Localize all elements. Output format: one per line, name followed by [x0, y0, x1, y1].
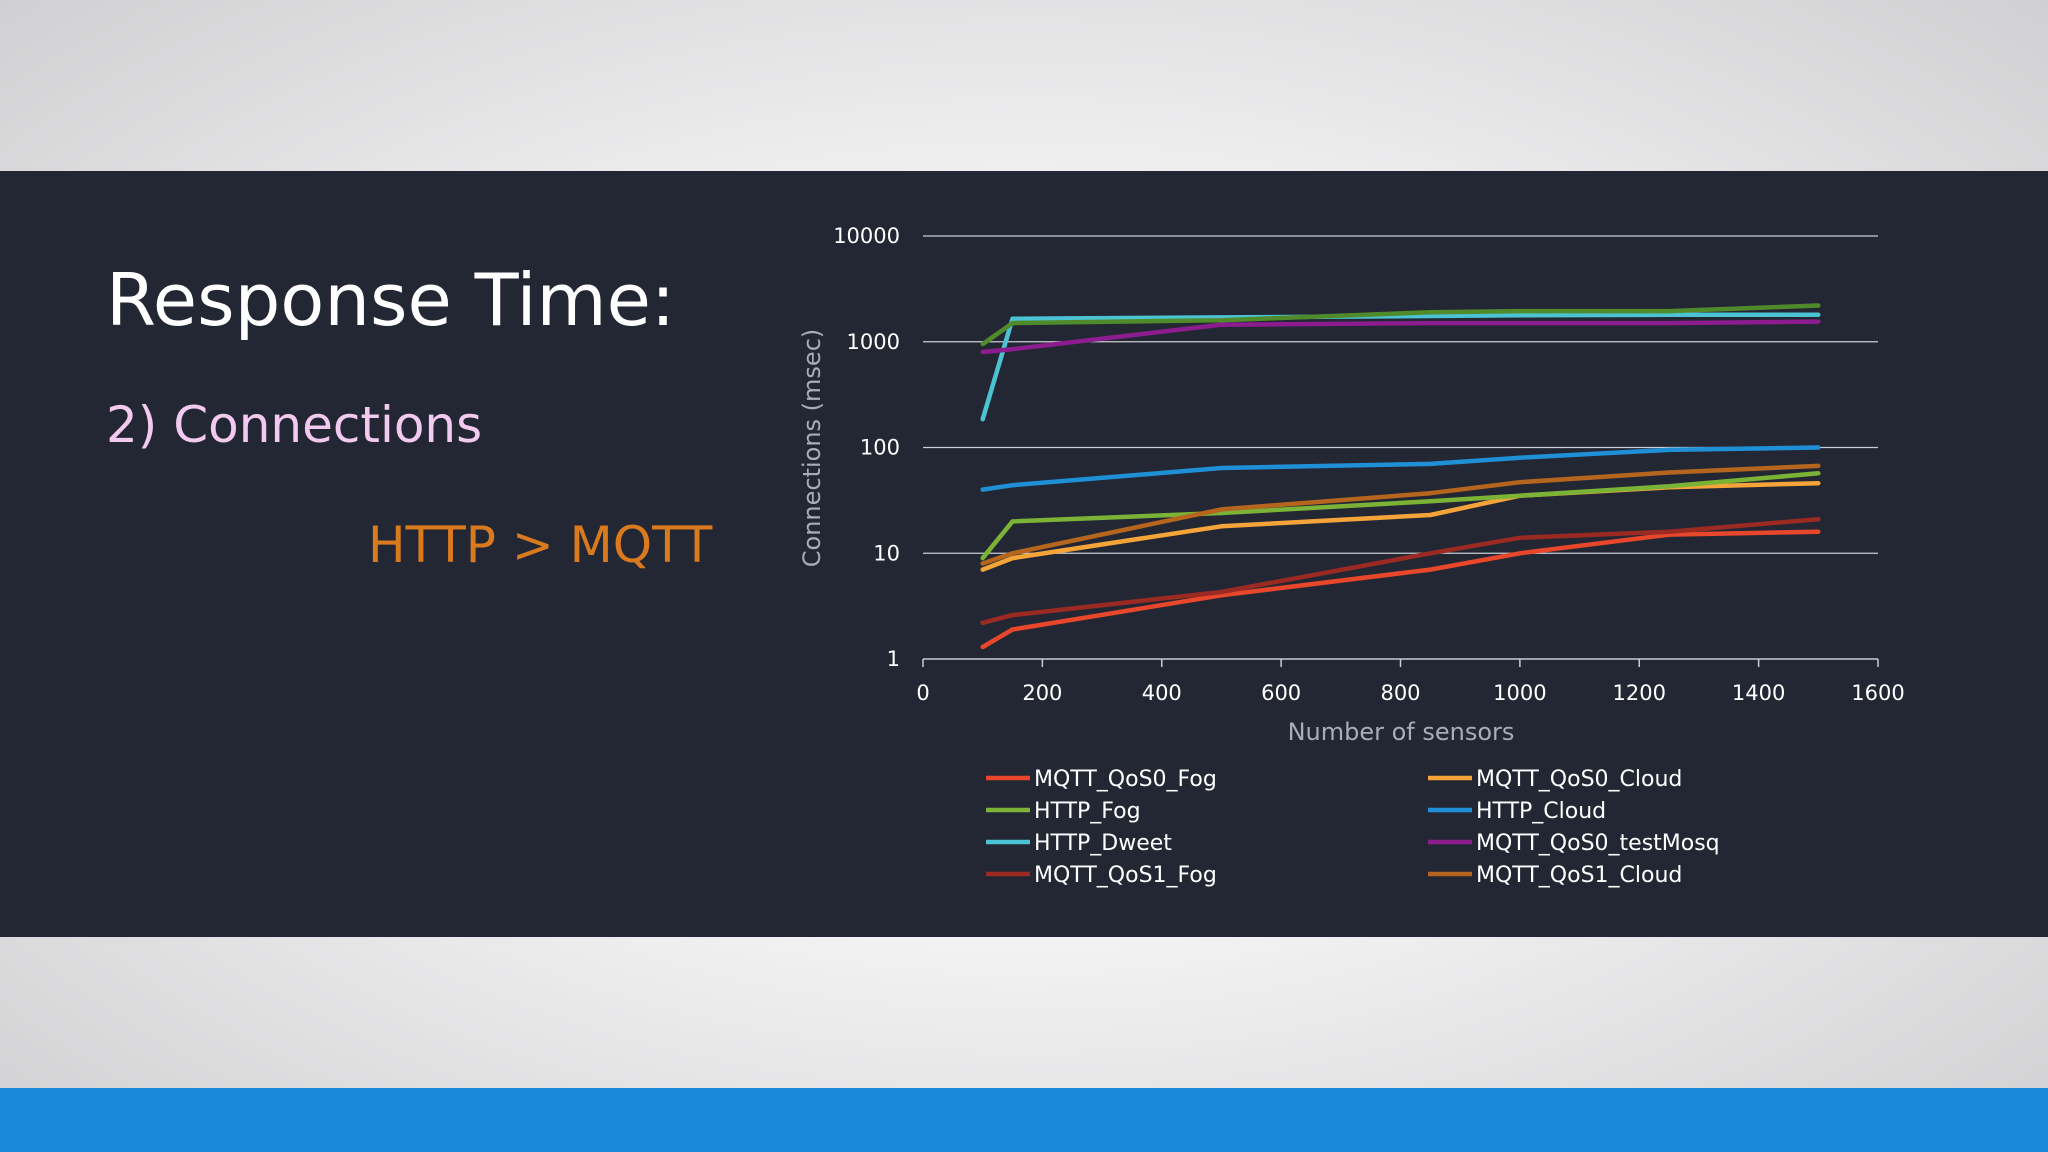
chart-gridlines [923, 235, 1878, 554]
legend-label: HTTP_Cloud [1476, 799, 1606, 824]
x-tick-label: 1400 [1732, 681, 1785, 705]
x-tick-label: 600 [1261, 681, 1301, 705]
series-line-http-fog [980, 471, 1821, 561]
footer-accent-bar [0, 1088, 2048, 1152]
y-tick-label: 10000 [833, 224, 900, 248]
legend-label: MQTT_QoS0_testMosq [1476, 831, 1720, 856]
legend-label: MQTT_QoS1_Cloud [1476, 863, 1682, 888]
legend-label: MQTT_QoS0_Cloud [1476, 767, 1682, 792]
legend-label: HTTP_Dweet [1034, 831, 1172, 856]
y-tick-label: 10 [873, 541, 900, 565]
legend-label: HTTP_Fog [1034, 799, 1141, 824]
slide-subtitle: 2) Connections [106, 396, 483, 454]
x-tick-label: 400 [1142, 681, 1182, 705]
series-line-mqtt-qos1-fog [980, 516, 1821, 626]
x-tick-label: 1200 [1613, 681, 1666, 705]
x-tick-label: 200 [1022, 681, 1062, 705]
legend-label: MQTT_QoS0_Fog [1034, 767, 1217, 792]
legend-label: MQTT_QoS1_Fog [1034, 863, 1217, 888]
x-tick-label: 0 [916, 681, 929, 705]
x-tick-label: 1600 [1851, 681, 1904, 705]
series-line-mqtt-qos0-testmosq [980, 319, 1821, 355]
x-axis-title: Number of sensors [1288, 718, 1515, 746]
comparison-note: HTTP > MQTT [368, 516, 713, 574]
series-line-mqtt-qos0-fog [980, 529, 1821, 650]
x-tick-label: 1000 [1493, 681, 1546, 705]
chart-legend: MQTT_QoS0_Fog MQTT_QoS0_Cloud HTTP_Fog HTTP… [986, 767, 1720, 888]
y-tick-label: 100 [860, 436, 900, 460]
chart-series [980, 303, 1821, 650]
y-axis-title: Connections (msec) [798, 329, 826, 568]
series-line-http-cloud [980, 445, 1821, 492]
series-line-unlabeled-8 [980, 303, 1821, 347]
y-tick-label: 1 [887, 647, 900, 671]
series-line-http-dweet [980, 312, 1821, 422]
series-line-mqtt-qos1-cloud [980, 463, 1821, 566]
y-tick-label: 1000 [847, 330, 900, 354]
x-tick-label: 800 [1380, 681, 1420, 705]
chart-axes: 1 10 100 1000 10000 0 200 400 600 800 1000 1200 1400… [833, 224, 1905, 705]
slide-title: Response Time: [106, 258, 676, 342]
